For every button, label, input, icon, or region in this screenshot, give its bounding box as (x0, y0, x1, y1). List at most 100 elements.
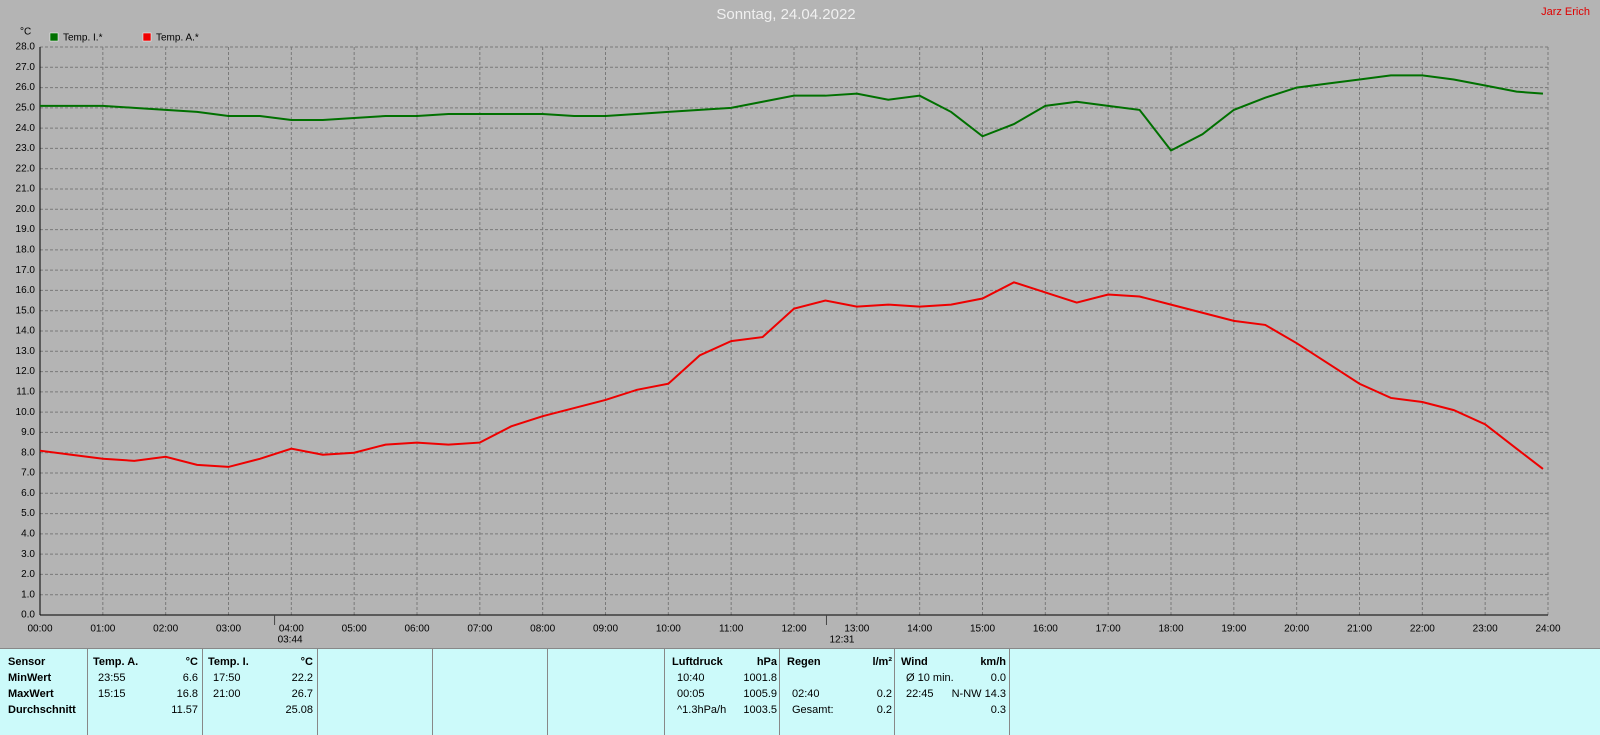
x-tick-label: 07:00 (467, 624, 492, 635)
legend-swatch (142, 32, 152, 42)
x-tick-label: 17:00 (1096, 624, 1121, 635)
y-tick-label: 1.0 (21, 589, 35, 600)
x-tick-label: 03:00 (216, 624, 241, 635)
divider (317, 649, 318, 735)
column-unit: °C (300, 656, 313, 668)
chart-title: Sonntag, 24.04.2022 (716, 6, 855, 23)
cell-right: 16.8 (176, 688, 198, 700)
x-tick-label: 11:00 (719, 624, 744, 635)
y-tick-label: 4.0 (21, 528, 35, 539)
y-tick-label: 20.0 (16, 204, 36, 215)
x-tick-label: 18:00 (1158, 624, 1183, 635)
x-tick-label: 22:00 (1410, 624, 1435, 635)
x-tick-label: 04:00 (279, 624, 304, 635)
y-tick-label: 9.0 (21, 427, 35, 438)
cell-left: 23:55 (98, 672, 126, 684)
cell-right: 0.0 (990, 672, 1006, 684)
cell-left: Gesamt: (792, 704, 834, 716)
stats-table: Sensor MinWert MaxWert Durchschnitt Temp. A.… (0, 648, 1600, 735)
y-tick-label: 21.0 (16, 184, 36, 195)
cell-right: 6.6 (182, 672, 198, 684)
divider (202, 649, 203, 735)
cell-left: 22:45 (906, 688, 934, 700)
y-tick-label: 7.0 (21, 468, 35, 479)
x-tick-label: 12:00 (781, 624, 806, 635)
cell-left: 00:05 (677, 688, 705, 700)
x-tick-label: 10:00 (656, 624, 681, 635)
line-series (39, 281, 1544, 470)
y-tick-label: 5.0 (21, 508, 35, 519)
cell-right: 11.57 (171, 704, 198, 716)
y-tick-label: 24.0 (16, 123, 36, 134)
y-tick-label: 25.0 (16, 102, 36, 113)
divider (894, 649, 895, 735)
x-tick-label: 05:00 (342, 624, 367, 635)
divider (432, 649, 433, 735)
legend-label: Temp. A.* (156, 33, 199, 44)
column-header: Regen (787, 656, 821, 668)
y-unit: °C (20, 27, 31, 38)
cell-left: 10:40 (677, 672, 705, 684)
x-tick-label: 02:00 (153, 624, 178, 635)
y-tick-label: 27.0 (16, 62, 36, 73)
y-tick-label: 22.0 (16, 163, 36, 174)
cell-right: 0.3 (990, 704, 1006, 716)
y-tick-label: 12.0 (16, 366, 36, 377)
y-tick-label: 16.0 (16, 285, 36, 296)
x-tick-label: 24:00 (1535, 624, 1560, 635)
cell-left: 17:50 (213, 672, 241, 684)
x-tick-label: 06:00 (404, 624, 429, 635)
y-tick-label: 23.0 (16, 143, 36, 154)
y-tick-label: 13.0 (16, 346, 36, 357)
cell-right: 0.2 (876, 688, 892, 700)
column-unit: km/h (980, 656, 1006, 668)
y-tick-label: 6.0 (21, 488, 35, 499)
cell-right: 25.08 (285, 704, 313, 716)
cell-right: 26.7 (291, 688, 313, 700)
x-tick-label: 15:00 (970, 624, 995, 635)
cell-left: Ø 10 min. (906, 672, 954, 684)
y-tick-label: 0.0 (21, 610, 35, 621)
cell-left: ^1.3hPa/h (677, 704, 727, 716)
x-tick-label: 00:00 (27, 624, 52, 635)
column-header: Wind (901, 656, 928, 668)
x-tick-label: 01:00 (90, 624, 115, 635)
y-tick-label: 14.0 (16, 326, 36, 337)
y-tick-label: 10.0 (16, 407, 36, 418)
row-label: MinWert (8, 672, 52, 684)
y-tick-label: 15.0 (16, 305, 36, 316)
y-tick-label: 8.0 (21, 447, 35, 458)
x-tick-label: 21:00 (1347, 624, 1372, 635)
divider (547, 649, 548, 735)
y-tick-label: 11.0 (16, 386, 35, 397)
cell-right: 0.2 (876, 704, 892, 716)
cell-left: 02:40 (792, 688, 820, 700)
divider (664, 649, 665, 735)
column-header: Temp. I. (208, 656, 249, 668)
y-tick-label: 3.0 (21, 549, 35, 560)
row-label: MaxWert (8, 688, 54, 700)
y-tick-label: 19.0 (16, 224, 36, 235)
x-tick-label: 09:00 (593, 624, 618, 635)
cell-right: 22.2 (291, 672, 313, 684)
x-tick-label: 19:00 (1221, 624, 1246, 635)
x-tick-label: 14:00 (907, 624, 932, 635)
x-tick-label: 16:00 (1033, 624, 1058, 635)
cell-left: 15:15 (98, 688, 126, 700)
row-label: Durchschnitt (8, 704, 76, 716)
x-tick-label: 23:00 (1473, 624, 1498, 635)
y-tick-label: 28.0 (16, 42, 36, 53)
legend-swatch (49, 32, 59, 42)
cell-left: 21:00 (213, 688, 241, 700)
chart: Sonntag, 24.04.2022 Jarz Erich °C 0.0 1.0… (16, 6, 1590, 646)
column-unit: l/m² (872, 656, 892, 668)
line-series (40, 74, 1544, 152)
cell-right: N-NW 14.3 (951, 688, 1006, 700)
column-unit: hPa (756, 656, 777, 668)
x-tick-label: 20:00 (1284, 624, 1309, 635)
cell-right: 1003.5 (743, 704, 777, 716)
x-tick-label: 08:00 (530, 624, 555, 635)
y-tick-label: 17.0 (16, 265, 36, 276)
y-tick-label: 26.0 (16, 82, 36, 93)
